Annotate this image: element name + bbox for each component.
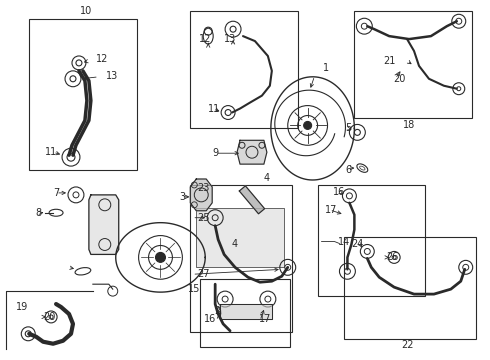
- Text: 13: 13: [106, 71, 118, 81]
- Text: 15: 15: [188, 284, 200, 294]
- Text: 13: 13: [224, 34, 236, 44]
- Text: 19: 19: [16, 302, 28, 312]
- Polygon shape: [220, 304, 272, 319]
- Text: 18: 18: [403, 121, 415, 130]
- Text: 16: 16: [333, 187, 345, 197]
- Text: 25: 25: [197, 213, 210, 223]
- Text: 22: 22: [401, 340, 414, 350]
- Text: 26: 26: [386, 252, 398, 262]
- Polygon shape: [237, 140, 267, 164]
- Text: 3: 3: [179, 192, 185, 202]
- Bar: [190, 185, 292, 332]
- Text: 11: 11: [45, 147, 57, 157]
- Circle shape: [304, 121, 312, 129]
- Bar: [318, 185, 425, 296]
- Polygon shape: [89, 195, 119, 255]
- Bar: [200, 279, 290, 347]
- Circle shape: [155, 252, 166, 262]
- Text: 4: 4: [264, 173, 270, 183]
- Bar: [354, 11, 472, 118]
- Text: 17: 17: [324, 205, 337, 215]
- Text: 9: 9: [212, 148, 218, 158]
- Bar: [29, 19, 137, 170]
- Text: 14: 14: [338, 237, 350, 247]
- Text: 12: 12: [96, 54, 108, 64]
- Polygon shape: [190, 179, 212, 211]
- Text: 6: 6: [345, 165, 351, 175]
- Text: 16: 16: [204, 314, 216, 324]
- Bar: [196, 208, 284, 267]
- Polygon shape: [239, 186, 265, 214]
- Text: 24: 24: [351, 239, 364, 248]
- Text: 10: 10: [80, 6, 92, 16]
- Text: 17: 17: [259, 314, 271, 324]
- Text: 23: 23: [197, 183, 210, 193]
- Bar: [190, 11, 298, 129]
- Text: 27: 27: [197, 269, 210, 279]
- Bar: [344, 237, 476, 339]
- Text: 1: 1: [322, 63, 329, 73]
- Text: 8: 8: [35, 208, 41, 218]
- Text: 11: 11: [208, 104, 220, 113]
- Text: 21: 21: [383, 56, 395, 66]
- Text: 20: 20: [43, 312, 55, 322]
- Text: 5: 5: [345, 123, 351, 134]
- Text: 2: 2: [214, 306, 220, 316]
- Text: 7: 7: [53, 188, 59, 198]
- Text: 12: 12: [199, 34, 211, 44]
- Text: 4: 4: [232, 239, 238, 249]
- Text: 20: 20: [393, 74, 405, 84]
- Polygon shape: [69, 71, 91, 155]
